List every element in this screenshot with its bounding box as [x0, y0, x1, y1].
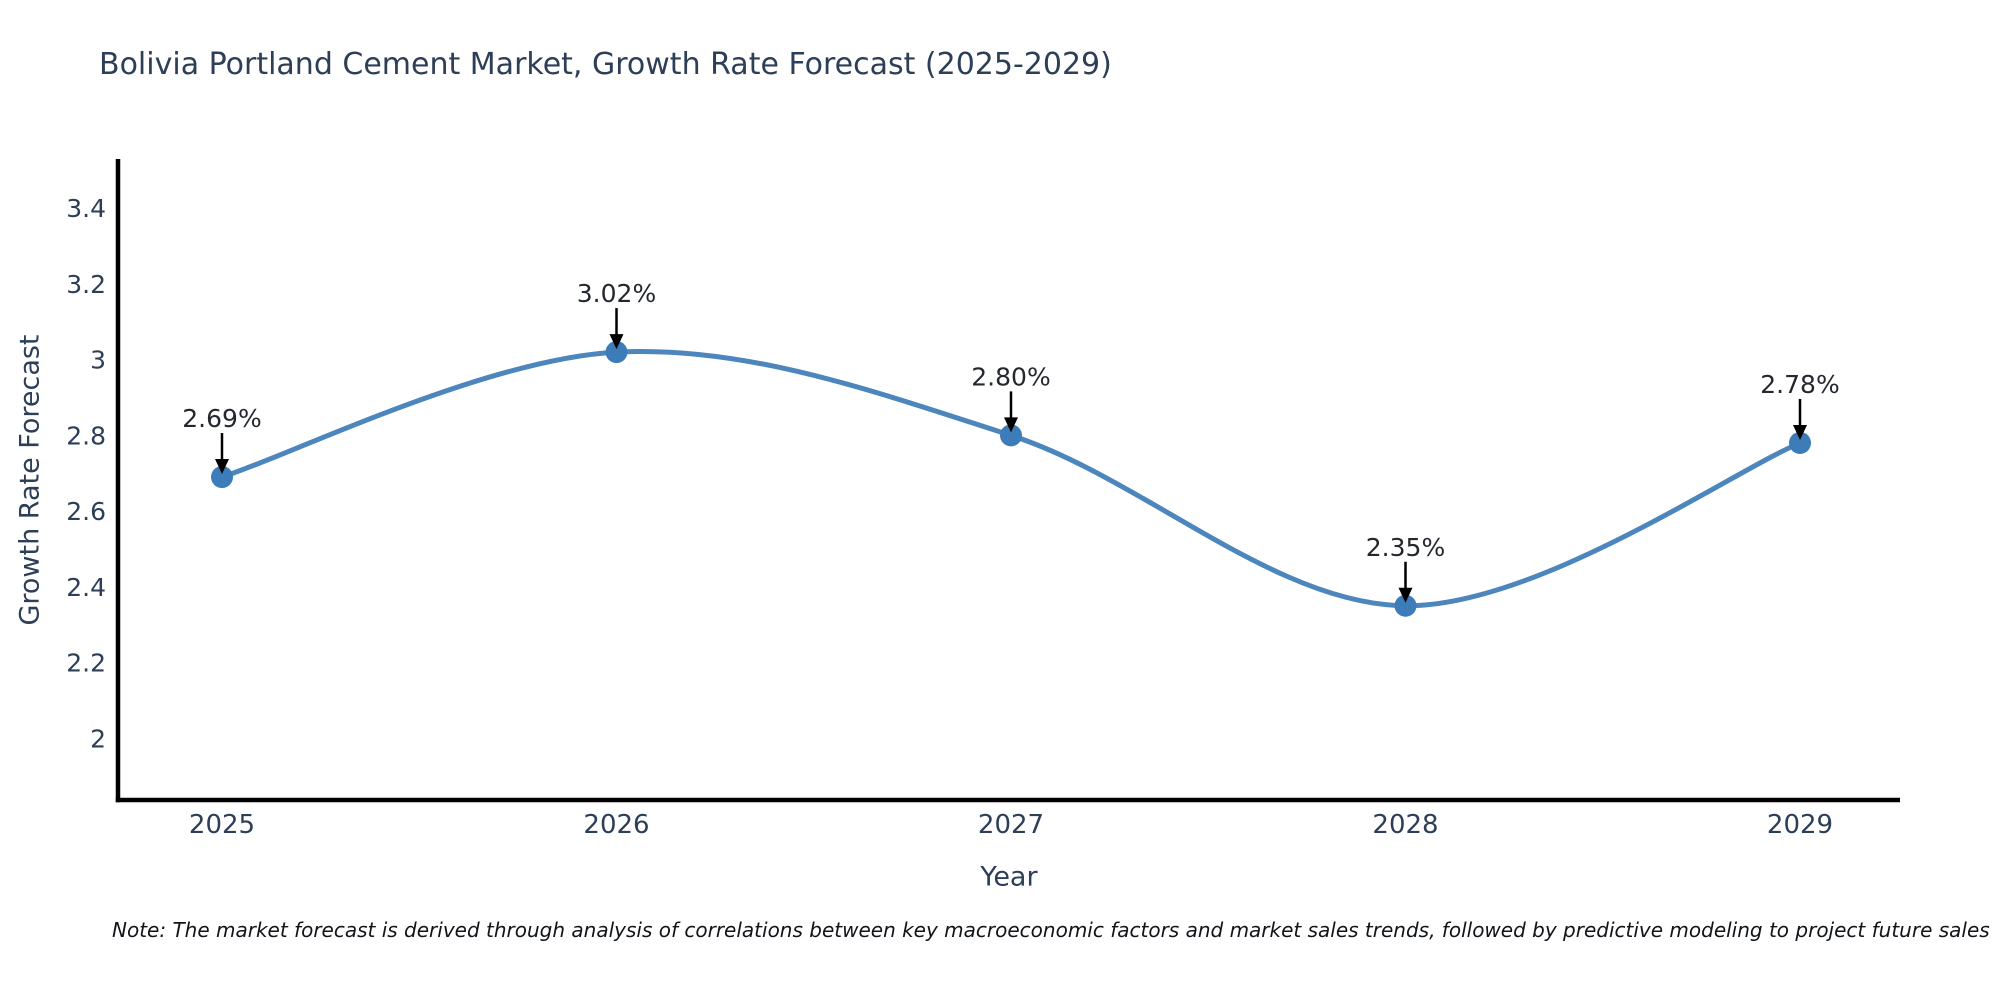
data-point-marker — [211, 466, 233, 489]
y-tick-label: 2.2 — [66, 649, 106, 678]
annotation-arrow-head — [1398, 587, 1413, 603]
data-point-marker — [605, 341, 628, 364]
x-tick-label: 2027 — [978, 810, 1044, 840]
y-tick-label: 2.6 — [66, 497, 106, 526]
data-point-marker — [1394, 594, 1417, 617]
annotation-arrow-head — [1004, 417, 1018, 433]
annotation-arrow-head — [1793, 424, 1807, 440]
point-annotation-label: 2.80% — [971, 362, 1050, 391]
y-tick-label: 2.4 — [66, 573, 106, 602]
y-axis-title: Growth Rate Forecast — [14, 334, 46, 626]
x-tick-label: 2025 — [189, 810, 255, 840]
y-tick-label: 2 — [90, 724, 106, 753]
y-tick-label: 3.4 — [66, 194, 106, 223]
chart-title: Bolivia Portland Cement Market, Growth R… — [99, 47, 1112, 82]
annotation-arrow-head — [215, 459, 229, 475]
point-annotation-label: 2.35% — [1366, 533, 1445, 562]
point-annotation-label: 2.69% — [182, 404, 261, 433]
y-tick-label: 3 — [90, 346, 106, 375]
point-annotation-label: 3.02% — [577, 279, 656, 308]
y-tick-label: 3.2 — [66, 270, 106, 299]
footnote: Note: The market forecast is derived thr… — [112, 918, 1990, 942]
x-tick-label: 2029 — [1767, 810, 1833, 840]
data-point-marker — [1789, 431, 1811, 454]
point-annotation-label: 2.78% — [1760, 370, 1839, 399]
annotation-arrow-head — [609, 334, 624, 350]
data-point-marker — [1000, 424, 1022, 447]
x-tick-label: 2026 — [583, 810, 649, 840]
y-tick-label: 2.8 — [66, 421, 106, 450]
x-axis-title: Year — [980, 861, 1038, 893]
x-tick-label: 2028 — [1372, 810, 1438, 840]
